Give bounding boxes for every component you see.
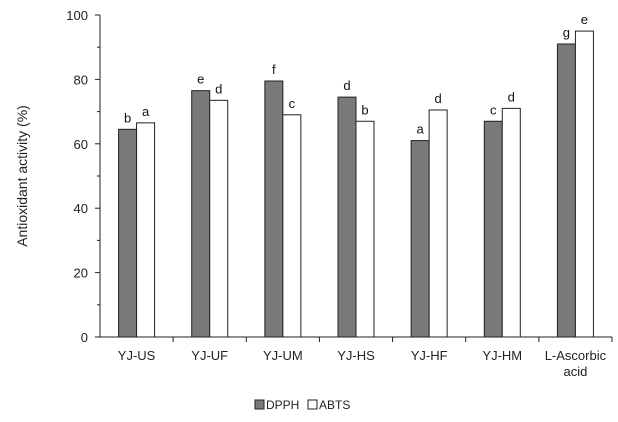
significance-label: a: [142, 104, 150, 119]
legend: DPPH ABTS: [254, 398, 350, 412]
significance-label: e: [197, 72, 204, 87]
x-tick-label: YJ-US: [118, 348, 156, 363]
bar-dpph: [483, 120, 503, 338]
bar-abts: [428, 109, 448, 338]
y-tick-label: 60: [74, 137, 88, 152]
bar-dpph: [337, 96, 357, 338]
bar-dpph: [264, 80, 284, 338]
bar-abts: [501, 107, 521, 338]
y-axis-ticks: 0 20 40 60 80 100: [66, 8, 100, 345]
x-tick-label: YJ-HF: [411, 348, 448, 363]
x-tick-label: YJ-UM: [263, 348, 303, 363]
bar-abts: [282, 114, 302, 338]
significance-label: a: [417, 122, 425, 137]
legend-label: DPPH: [266, 398, 299, 412]
bar-abts: [355, 120, 375, 338]
bar-dpph: [118, 128, 138, 338]
significance-label: g: [563, 25, 570, 40]
y-tick-label: 80: [74, 72, 88, 87]
bar-marks: [118, 30, 594, 338]
x-axis-tick-labels: YJ-US YJ-UF YJ-UM YJ-HS YJ-HF YJ-HM L-Ascorbic…: [118, 337, 613, 379]
y-tick-label: 20: [74, 266, 88, 281]
significance-label: d: [343, 78, 350, 93]
y-tick-label: 100: [66, 8, 88, 23]
x-tick-label: L-Ascorbic: [545, 348, 607, 363]
bar-abts: [209, 99, 229, 338]
significance-label: c: [490, 102, 497, 117]
y-tick-label: 0: [81, 330, 88, 345]
bar-dpph: [191, 90, 211, 338]
significance-label: f: [272, 62, 276, 77]
bar-dpph: [410, 140, 430, 338]
legend-label: ABTS: [319, 398, 350, 412]
legend-swatch-dpph: [254, 399, 265, 410]
significance-label: d: [215, 81, 222, 96]
y-tick-label: 40: [74, 201, 88, 216]
y-axis-title: Antioxidant activity (%): [14, 105, 30, 247]
x-tick-label: YJ-UF: [191, 348, 228, 363]
significance-label: e: [581, 12, 588, 27]
x-tick-label: YJ-HM: [482, 348, 522, 363]
significance-label: c: [289, 96, 296, 111]
bar-abts: [136, 122, 156, 338]
bar-abts: [574, 30, 594, 338]
x-tick-label: acid: [563, 364, 587, 379]
significance-label: b: [124, 110, 131, 125]
significance-label: b: [361, 102, 368, 117]
legend-swatch-abts: [307, 399, 318, 410]
x-tick-label: YJ-HS: [337, 348, 375, 363]
significance-label: d: [435, 91, 442, 106]
significance-label: d: [508, 89, 515, 104]
bar-dpph: [556, 43, 576, 338]
